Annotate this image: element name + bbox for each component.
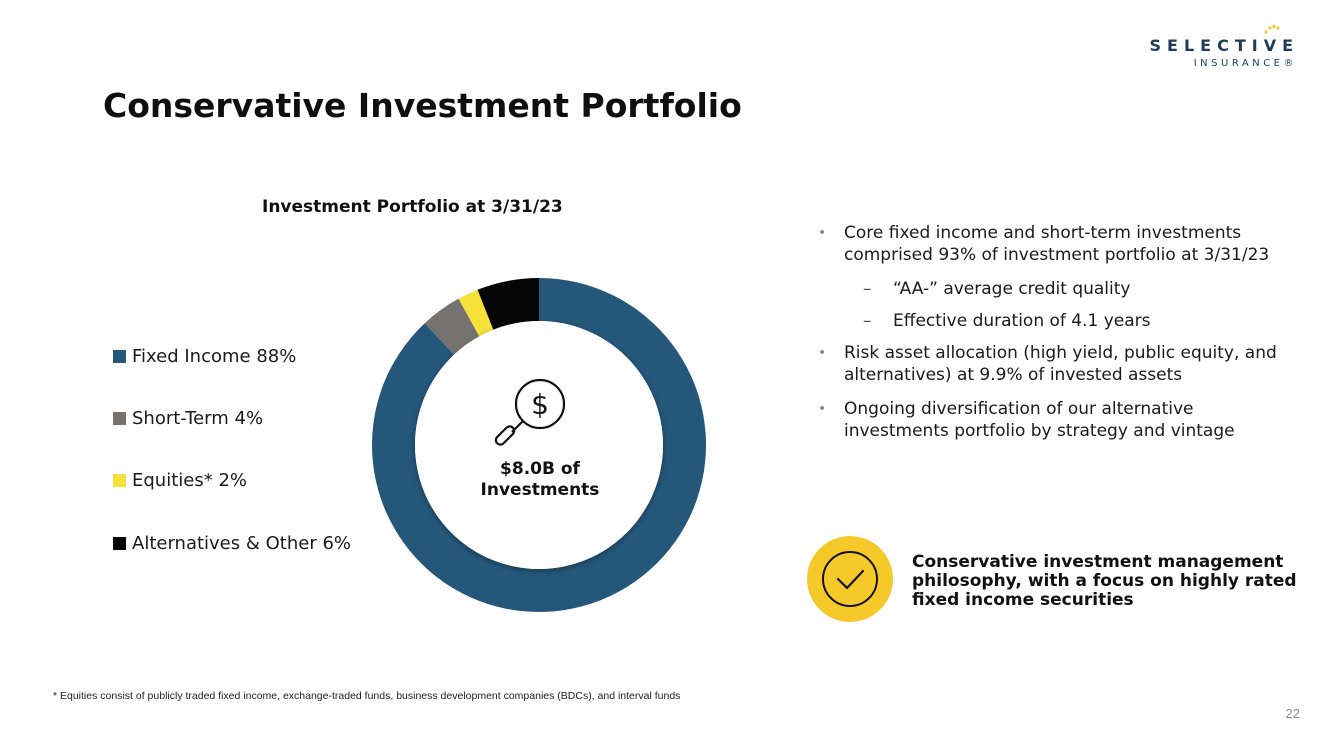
svg-text:$: $ (531, 388, 549, 421)
center-label-line2: Investments (480, 480, 600, 500)
legend-swatch (113, 537, 126, 550)
legend-swatch (113, 412, 126, 425)
checkmark-circle-icon (807, 536, 893, 622)
legend-swatch (113, 350, 126, 363)
callout-text: Conservative investment management philo… (912, 552, 1297, 610)
logo-wordmark: SELECTIVE (1149, 36, 1299, 55)
legend-item-equities: Equities* 2% (113, 470, 247, 491)
legend-label: Alternatives & Other 6% (132, 533, 351, 554)
donut-center (415, 321, 663, 569)
selective-insurance-logo: SELECTIVE INSURANCE® (1109, 22, 1299, 74)
bullet-core-fixed-income: Core fixed income and short-term investm… (818, 222, 1298, 266)
logo-subtitle: INSURANCE® (1193, 58, 1297, 69)
chart-title: Investment Portfolio at 3/31/23 (262, 197, 563, 217)
footnote: * Equities consist of publicly traded fi… (53, 690, 681, 702)
logo-dots-icon (1264, 24, 1280, 34)
slice-equities (458, 289, 494, 337)
bullet-risk-asset-allocation: Risk asset allocation (high yield, publi… (818, 342, 1298, 386)
bullet-diversification: Ongoing diversification of our alternati… (818, 398, 1298, 442)
donut-chart (372, 278, 706, 612)
legend-label: Equities* 2% (132, 470, 247, 491)
legend-item-short-term: Short-Term 4% (113, 408, 263, 429)
donut-center-label: $8.0B of Investments (440, 459, 640, 501)
center-label-line1: $8.0B of (500, 459, 580, 479)
search-dollar-icon: $ (494, 378, 566, 446)
sub-bullet-duration: Effective duration of 4.1 years (818, 310, 1298, 332)
legend-item-fixed-income: Fixed Income 88% (113, 346, 296, 367)
page-title: Conservative Investment Portfolio (103, 86, 742, 125)
legend-swatch (113, 474, 126, 487)
page-number: 22 (1285, 706, 1300, 721)
slice-short-term (424, 298, 480, 355)
legend-item-alternatives: Alternatives & Other 6% (113, 533, 351, 554)
sub-bullet-credit-quality: “AA-” average credit quality (818, 278, 1298, 300)
legend-label: Fixed Income 88% (132, 346, 297, 367)
key-points: Core fixed income and short-term investm… (818, 222, 1298, 454)
slice-alternatives (477, 278, 539, 330)
legend-label: Short-Term 4% (132, 408, 264, 429)
